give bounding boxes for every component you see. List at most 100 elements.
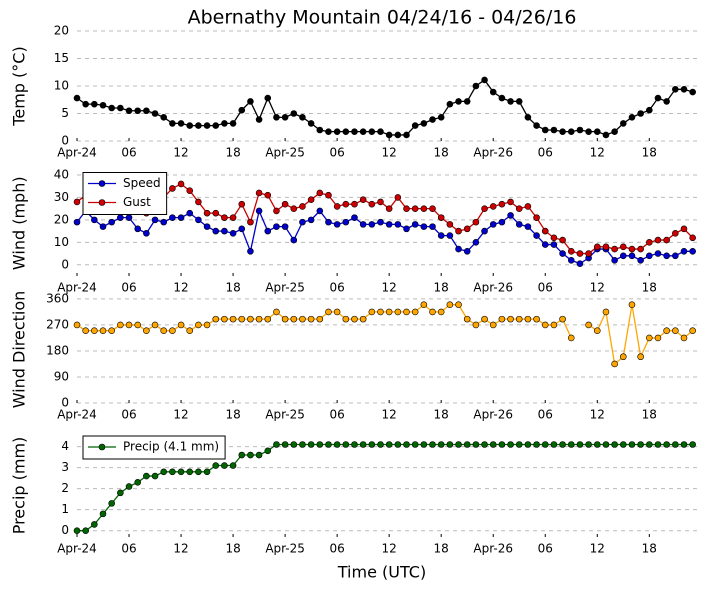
- point: [299, 114, 306, 121]
- y-tick-label: 20: [54, 212, 69, 226]
- point: [99, 510, 107, 518]
- point: [437, 308, 445, 316]
- x-tick-label: 18: [434, 408, 449, 422]
- point: [481, 76, 488, 84]
- point: [515, 205, 523, 212]
- point: [316, 315, 324, 323]
- x-tick-label: 06: [121, 281, 136, 295]
- point: [134, 479, 141, 486]
- point: [212, 462, 220, 469]
- x-tick-label: 06: [329, 146, 344, 160]
- point: [663, 236, 670, 244]
- point: [593, 441, 601, 448]
- point: [411, 122, 419, 129]
- point: [169, 327, 176, 335]
- point: [151, 110, 159, 117]
- point: [316, 126, 324, 134]
- legend-label: Gust: [123, 195, 151, 209]
- point: [611, 256, 618, 264]
- point: [325, 218, 332, 226]
- point: [533, 232, 540, 239]
- point: [238, 200, 246, 208]
- point: [489, 321, 497, 329]
- x-tick-label: Apr-25: [265, 281, 305, 295]
- point: [195, 198, 202, 206]
- point: [73, 198, 81, 206]
- point: [186, 468, 194, 476]
- point: [342, 218, 350, 226]
- point: [463, 441, 471, 448]
- point: [368, 221, 376, 228]
- point: [541, 126, 549, 134]
- point: [221, 120, 228, 127]
- x-tick-label: 18: [225, 542, 240, 556]
- point: [151, 216, 159, 224]
- y-tick-label: 0: [61, 257, 69, 271]
- point: [307, 196, 315, 203]
- point: [507, 315, 514, 323]
- point: [359, 441, 367, 448]
- point: [663, 98, 670, 105]
- point: [229, 315, 237, 323]
- point: [177, 180, 185, 188]
- point: [567, 248, 575, 255]
- point: [299, 218, 306, 226]
- point: [143, 107, 150, 115]
- y-axis-label: Precip (mm): [10, 437, 29, 535]
- point: [429, 223, 436, 230]
- point: [99, 327, 107, 335]
- legend-marker: [98, 180, 106, 187]
- x-tick-label: 12: [382, 408, 397, 422]
- point: [299, 203, 306, 210]
- x-tick-label: 12: [173, 542, 188, 556]
- point: [680, 86, 688, 93]
- point: [255, 315, 263, 323]
- point: [420, 205, 428, 212]
- point: [489, 221, 497, 228]
- point: [403, 308, 410, 316]
- point: [134, 107, 141, 115]
- point: [290, 236, 298, 244]
- point: [420, 301, 428, 308]
- point: [377, 128, 384, 135]
- point: [637, 245, 644, 253]
- point: [143, 327, 150, 335]
- point: [559, 250, 566, 257]
- point: [290, 110, 298, 117]
- x-tick-label: 18: [225, 408, 240, 422]
- point: [567, 256, 575, 264]
- point: [160, 327, 168, 335]
- point: [446, 301, 454, 308]
- point: [689, 234, 696, 242]
- point: [342, 200, 350, 208]
- point: [125, 321, 133, 329]
- point: [628, 252, 636, 260]
- point: [489, 203, 497, 210]
- point: [541, 227, 549, 235]
- point: [524, 223, 532, 230]
- point: [619, 243, 627, 251]
- point: [394, 308, 402, 316]
- point: [281, 441, 289, 448]
- y-tick-label: 3: [61, 460, 69, 474]
- point: [498, 315, 506, 323]
- point: [385, 131, 393, 139]
- point: [672, 441, 679, 448]
- x-tick-label: 18: [434, 146, 449, 160]
- point: [463, 225, 471, 233]
- point: [203, 321, 211, 329]
- point: [273, 207, 280, 215]
- point: [238, 225, 246, 233]
- x-tick-label: 06: [329, 542, 344, 556]
- point: [247, 218, 254, 226]
- point: [437, 232, 445, 239]
- point: [541, 241, 549, 248]
- y-tick-label: 270: [46, 317, 69, 331]
- point: [394, 131, 402, 139]
- point: [446, 221, 454, 228]
- point: [628, 114, 636, 121]
- point: [489, 441, 497, 448]
- point: [290, 441, 298, 448]
- point: [82, 527, 89, 534]
- point: [646, 441, 653, 448]
